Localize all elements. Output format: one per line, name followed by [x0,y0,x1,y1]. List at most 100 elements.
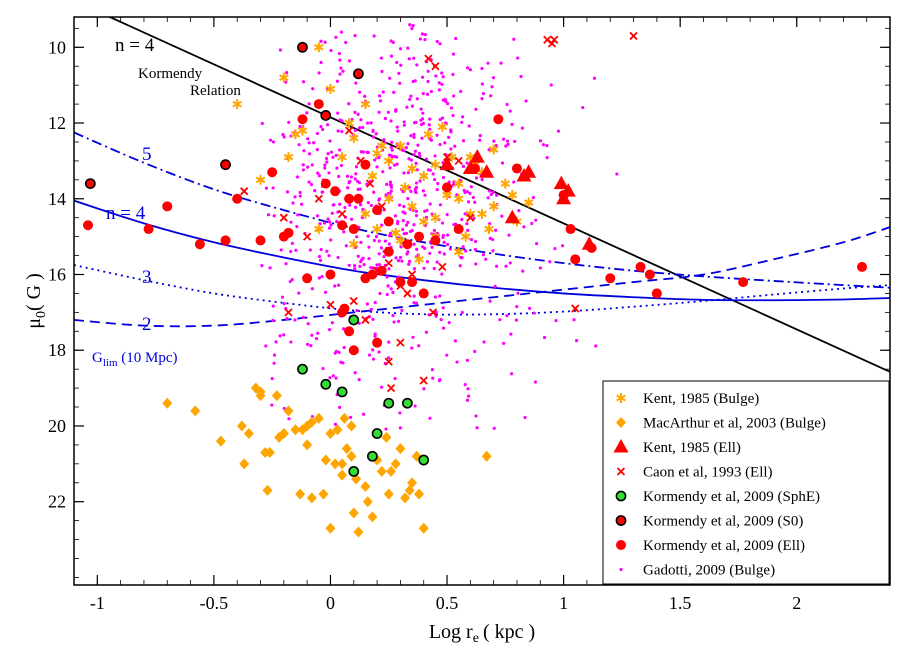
gadotti-point [412,152,416,157]
gadotti-point [320,190,324,194]
data-point [404,484,415,496]
data-point [320,110,332,121]
gadotti-point [385,182,389,186]
data-point [325,269,336,280]
gadotti-point [268,266,272,270]
data-point [372,205,383,216]
gadotti-point [512,37,516,41]
gadotti-point [465,161,469,165]
gadotti-point [480,66,484,71]
gadotti-point [353,128,357,132]
gadotti-point [384,427,388,431]
data-point [283,152,294,163]
data-point [386,383,396,393]
gadotti-point [412,267,417,271]
gadotti-point [396,319,401,323]
legend-label: Gadotti, 2009 (Bulge) [643,563,775,579]
data-point [453,178,464,189]
gadotti-point [445,353,449,357]
gadotti-point [335,166,339,170]
gadotti-point [454,36,458,41]
gadotti-point [513,139,517,143]
series-kormendy-et-al-2009-ell [82,99,868,356]
gadotti-point [469,237,474,242]
data-point [407,270,417,279]
data-point [365,179,375,188]
gadotti-point [492,139,496,143]
gadotti-point [270,403,274,407]
gadotti-point [409,134,413,138]
gadotti-point [491,237,495,242]
gadotti-point [460,310,464,315]
gadotti-point [432,266,436,271]
data-point [360,481,371,493]
gadotti-point [291,201,295,205]
gadotti-point [491,76,496,80]
gadotti-point [418,179,422,183]
gadotti-point [421,111,425,115]
gadotti-point [426,79,430,84]
legend-marker [616,467,626,476]
gadotti-point [354,81,358,85]
data-point [303,232,312,241]
gadotti-point [337,350,341,354]
data-point [635,261,646,272]
gadotti-point [423,193,427,197]
gadotti-point [371,348,375,352]
gadotti-point [409,229,413,234]
gadotti-point [353,177,357,181]
y-axis-label: μ0( G ) [23,273,49,329]
data-point [571,304,580,313]
data-point [442,182,453,193]
data-point [383,193,394,204]
gadotti-point [408,259,412,263]
gadotti-point [428,251,432,256]
gadotti-point [560,244,565,248]
gadotti-point [412,56,416,60]
gadotti-point [615,172,619,176]
gadotti-point [436,181,440,186]
gadotti-point [353,264,357,268]
gadotti-point [387,242,391,246]
gadotti-point [406,142,410,146]
gadotti-point [389,189,393,193]
data-point [383,155,394,166]
gadotti-point [402,232,406,236]
gadotti-point [264,186,269,190]
gadotti-point [379,246,384,250]
gadotti-point [358,264,362,268]
gadotti-point [465,358,470,363]
gadotti-point [415,97,419,101]
y-tick-label: 16 [48,264,66,284]
gadotti-point [420,136,424,140]
gadotti-point [478,138,482,142]
gadotti-point [389,183,393,187]
gadotti-point [498,318,502,322]
gadotti-point [369,203,374,208]
gadotti-point [468,191,472,196]
gadotti-point [508,261,512,265]
gadotti-point [420,32,424,36]
gadotti-point [280,295,285,299]
gadotti-point [391,313,395,318]
data-point [325,428,336,440]
gadotti-point [380,385,384,389]
gadotti-point [387,267,391,271]
gadotti-point [313,188,317,193]
data-point [313,42,324,53]
gadotti-point [443,141,447,145]
gadotti-point [538,266,542,270]
gadotti-point [398,81,402,85]
gadotti-point [338,118,342,122]
data-point [484,224,494,235]
gadotti-point [324,290,328,295]
legend-marker [616,540,626,550]
gadotti-point [321,366,325,371]
gadotti-point [355,309,359,313]
gadotti-point [449,106,454,110]
model-curve-2 [74,226,890,328]
gadotti-point [402,120,406,124]
gadotti-point [387,234,392,238]
data-point [306,492,317,504]
data-point [337,209,347,219]
